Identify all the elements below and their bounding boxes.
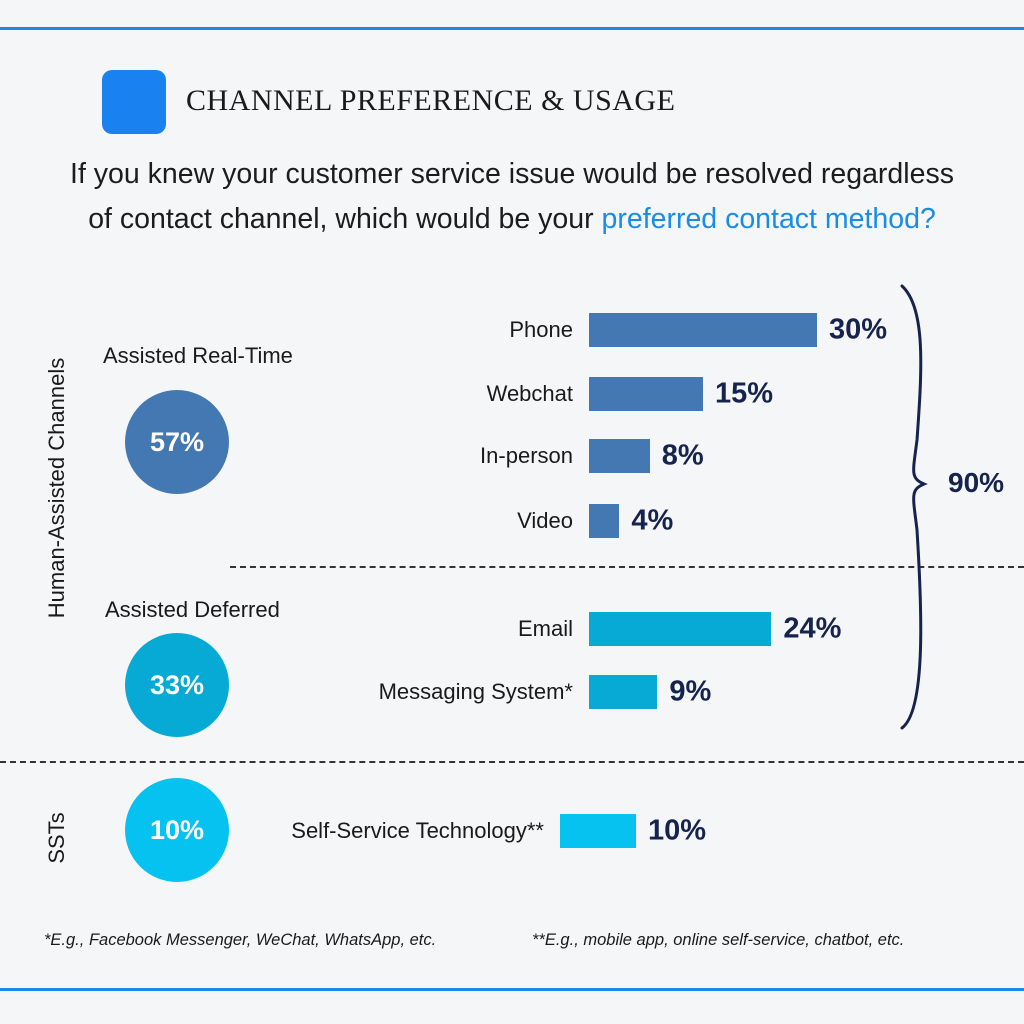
footnote-right: **E.g., mobile app, online self-service,… (532, 931, 905, 949)
survey-question: If you knew your customer service issue … (60, 152, 964, 242)
footnote-left: *E.g., Facebook Messenger, WeChat, Whats… (44, 931, 437, 949)
group-percent-deferred: 33% (149, 669, 205, 700)
question-highlight: preferred contact method? (601, 203, 936, 235)
page-title: CHANNEL PREFERENCE & USAGE (186, 84, 676, 117)
bracket-total: 90% (948, 467, 1005, 498)
category-label: Messaging System* (378, 679, 573, 704)
bottom-rule (0, 988, 1024, 991)
group-percent-sst: 10% (149, 814, 205, 845)
bar-in-person (589, 439, 650, 473)
bar-value-label: 15% (715, 377, 774, 410)
header-badge (102, 70, 166, 134)
question-text: If you knew your customer service issue … (70, 158, 954, 235)
category-label: Self-Service Technology** (291, 818, 544, 843)
side-label-human-assisted: Human-Assisted Channels (44, 357, 69, 619)
bar-value-label: 10% (648, 814, 707, 847)
separator-dashed-full (0, 761, 1024, 763)
group-percent-real-time: 57% (149, 426, 205, 457)
group-circle-deferred: 33% (125, 633, 229, 737)
category-label: Video (517, 508, 573, 533)
bar-value-label: 30% (829, 313, 888, 346)
bar-webchat (589, 377, 703, 411)
bar-value-label: 9% (669, 675, 712, 708)
category-label: In-person (480, 443, 573, 468)
group-circle-sst: 10% (125, 778, 229, 882)
bar-value-label: 8% (661, 439, 704, 472)
bar-value-label: 4% (631, 504, 674, 537)
bar-self-service-technology (560, 814, 636, 848)
bracket-icon (900, 284, 928, 730)
side-label-ssts: SSTs (44, 812, 69, 864)
category-label: Phone (509, 317, 573, 342)
separator-dashed-inner (230, 566, 1024, 568)
bar-phone (589, 313, 817, 347)
top-rule (0, 27, 1024, 30)
group-label-real-time: Assisted Real-Time (103, 343, 293, 368)
group-label-deferred: Assisted Deferred (105, 597, 280, 622)
bar-value-label: 24% (783, 612, 842, 645)
bar-email (589, 612, 772, 646)
bar-video (589, 504, 620, 538)
category-label: Webchat (486, 381, 573, 406)
bar-messaging-system (589, 675, 658, 709)
group-circle-real-time: 57% (125, 390, 229, 494)
category-label: Email (517, 616, 573, 641)
